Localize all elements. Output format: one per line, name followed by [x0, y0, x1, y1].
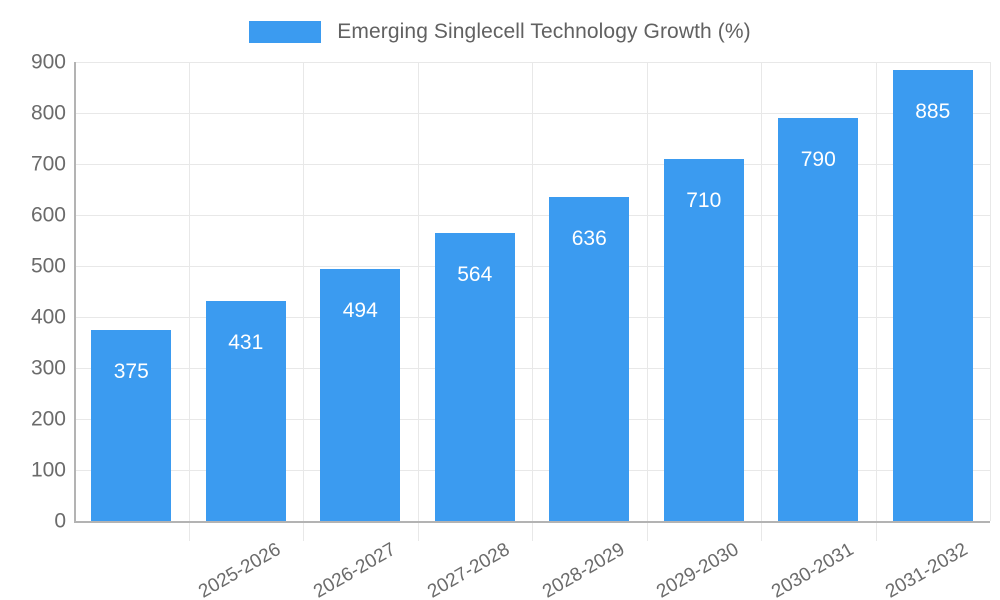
y-axis-line — [74, 62, 76, 522]
y-axis-tick-label: 300 — [30, 356, 66, 380]
bar-value-label: 564 — [457, 263, 493, 287]
y-axis-tick-label: 800 — [30, 101, 66, 125]
x-axis-line — [74, 521, 990, 523]
y-axis-tick-label: 0 — [54, 509, 66, 533]
bar[interactable] — [549, 196, 630, 521]
vertical-gridline-extension — [876, 523, 877, 541]
y-axis-tick-label: 400 — [30, 305, 66, 329]
bar-value-label: 710 — [686, 188, 722, 212]
x-axis-tick-label: 2031-2032 — [882, 539, 972, 600]
x-axis-tick-label: 2025-2026 — [195, 539, 285, 600]
bar-value-label: 431 — [228, 331, 264, 355]
bar[interactable] — [205, 301, 286, 521]
vertical-gridline — [189, 62, 190, 521]
vertical-gridline — [303, 62, 304, 521]
bar[interactable] — [892, 69, 973, 521]
bar[interactable] — [434, 233, 515, 521]
y-axis-tick-label: 100 — [30, 458, 66, 482]
vertical-gridline-extension — [418, 523, 419, 541]
y-axis-tick-label: 600 — [30, 203, 66, 227]
x-axis-tick-label: 2026-2027 — [309, 539, 400, 600]
vertical-gridline-extension — [189, 523, 190, 541]
bar-value-label: 885 — [915, 99, 951, 123]
vertical-gridline — [647, 62, 648, 521]
y-axis-tick-label: 700 — [30, 152, 66, 176]
vertical-gridline-extension — [303, 523, 304, 541]
y-axis-tick-label: 500 — [30, 254, 66, 278]
x-axis-tick-label: 2030-2031 — [767, 539, 858, 600]
y-axis-tick-labels: 0 100 200 300 400 500 600 700 800 900 — [0, 52, 66, 532]
x-axis-tick-label: 2028-2029 — [538, 539, 629, 600]
bar[interactable] — [663, 158, 744, 521]
y-axis-tick-label: 200 — [30, 407, 66, 431]
x-axis-tick-labels: 2025-2026 2026-2027 2027-2028 2028-2029 2029… — [74, 523, 1000, 600]
vertical-gridline — [876, 62, 877, 521]
chart-legend: Emerging Singlecell Technology Growth (%… — [0, 14, 1000, 50]
bar-value-label: 790 — [800, 148, 836, 172]
x-axis-tick-label: 2029-2030 — [653, 539, 743, 600]
vertical-gridline — [761, 62, 762, 521]
vertical-gridline-extension — [647, 523, 648, 541]
plot-area: 375 431 494 564 636 710 790 885 — [74, 62, 991, 522]
x-axis-tick-label: 2027-2028 — [424, 539, 514, 600]
vertical-gridline-extension — [532, 523, 533, 541]
bar[interactable] — [320, 269, 401, 521]
legend-color-swatch — [249, 21, 322, 43]
vertical-gridline — [990, 62, 991, 521]
vertical-gridline-extension — [761, 523, 762, 541]
bar[interactable] — [778, 118, 859, 521]
bar-value-label: 636 — [571, 226, 607, 250]
y-axis-tick-label: 900 — [30, 50, 66, 74]
bar-value-label: 375 — [113, 359, 149, 383]
vertical-gridline — [418, 62, 419, 521]
vertical-gridline — [532, 62, 533, 521]
bar-value-label: 494 — [342, 299, 378, 323]
bar[interactable] — [91, 329, 172, 521]
legend-label: Emerging Singlecell Technology Growth (%… — [337, 20, 751, 43]
